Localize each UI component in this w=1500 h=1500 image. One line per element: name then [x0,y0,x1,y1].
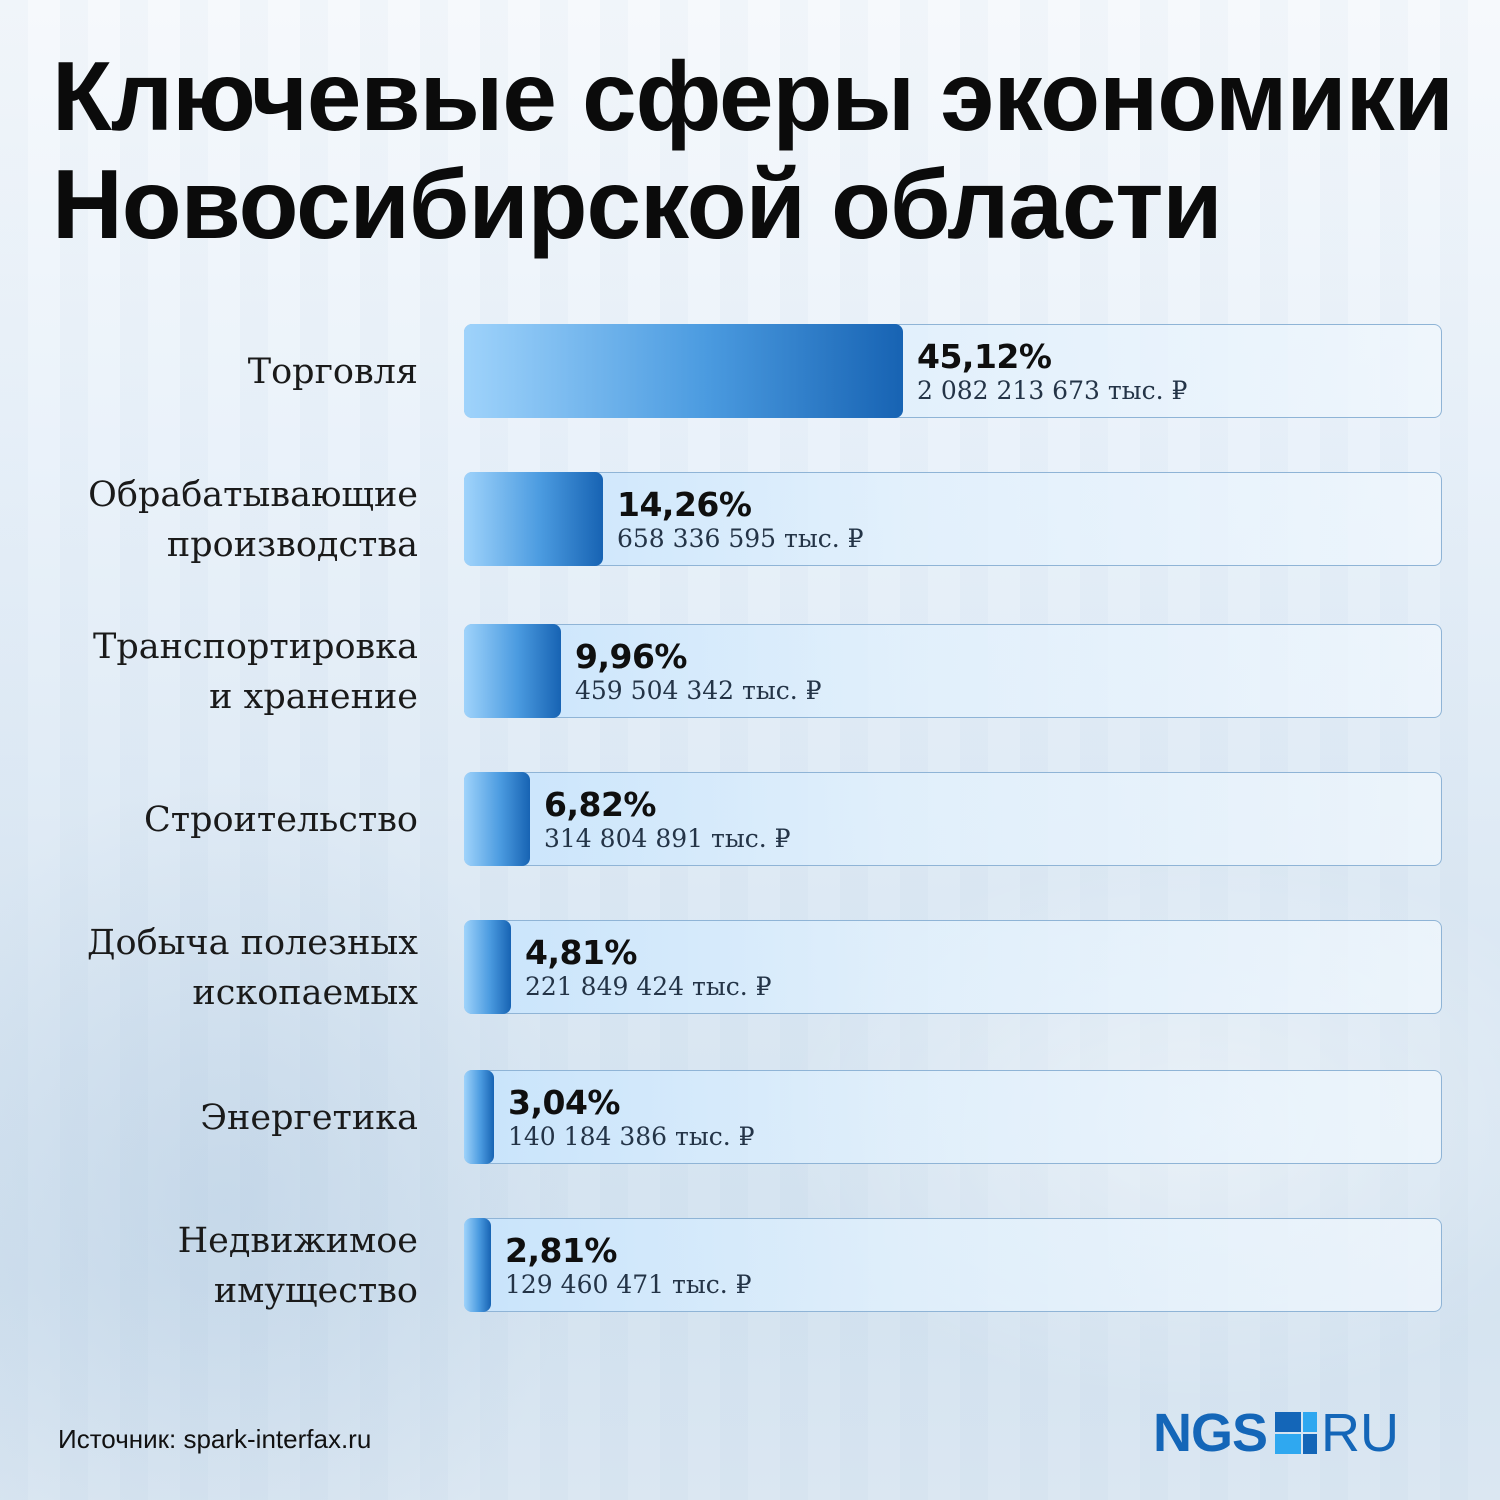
bar-track [464,624,1442,718]
bar-value-labels: 9,96% 459 504 342 тыс. ₽ [575,638,822,706]
logo-text-ngs: NGS [1153,1403,1268,1463]
category-label-line1: Недвижимое [177,1221,418,1261]
category-label: Добыча полезных ископаемых [87,920,418,1016]
bar-row: Добыча полезных ископаемых 4,81% 221 849 42… [0,920,1500,1016]
bar-value-labels: 4,81% 221 849 424 тыс. ₽ [525,934,772,1002]
category-label: Торговля [248,324,418,420]
amount-label: 140 184 386 тыс. ₽ [508,1122,755,1151]
percent-label: 3,04% [508,1083,620,1122]
source-note: Источник: spark-interfax.ru [58,1424,372,1454]
ngs-square-logo-icon [1275,1412,1318,1454]
logo-text-ru: RU [1321,1403,1400,1463]
category-label-line1: Строительство [143,800,418,840]
bar-row: Строительство 6,82% 314 804 891 тыс. ₽ [0,772,1500,868]
category-label: Обрабатывающие производства [88,472,418,568]
category-label-line1: Добыча полезных [87,923,418,963]
bar-value-labels: 6,82% 314 804 891 тыс. ₽ [544,786,791,854]
category-label-line1: Торговля [247,352,418,392]
ngs-logo: NGS RU [1153,1403,1400,1463]
category-label: Недвижимое имущество [178,1218,418,1314]
category-label-line1: Транспортировка [93,627,418,667]
bar-row: Торговля 45,12% 2 082 213 673 тыс. ₽ [0,324,1500,420]
bar-value-labels: 3,04% 140 184 386 тыс. ₽ [508,1084,755,1152]
percent-label: 2,81% [505,1231,617,1270]
amount-label: 314 804 891 тыс. ₽ [544,824,791,853]
bar-value-labels: 45,12% 2 082 213 673 тыс. ₽ [917,338,1187,406]
chart-title-line-2: Новосибирской области [52,149,1223,259]
bar [464,324,903,418]
amount-label: 459 504 342 тыс. ₽ [575,676,822,705]
percent-label: 4,81% [525,933,637,972]
amount-label: 2 082 213 673 тыс. ₽ [917,376,1188,405]
bar-track [464,1070,1442,1164]
bar-row: Обрабатывающие производства 14,26% 658 336 … [0,472,1500,568]
category-label: Транспортировка и хранение [93,624,418,720]
percent-label: 14,26% [617,485,752,524]
chart-title-line-1: Ключевые сферы экономики [52,41,1454,151]
bar-row: Недвижимое имущество 2,81% 129 460 471 тыс.… [0,1218,1500,1314]
amount-label: 221 849 424 тыс. ₽ [525,972,772,1001]
bar [464,472,603,566]
category-label-line2: ископаемых [192,973,418,1013]
bar-track [464,472,1442,566]
bar [464,624,561,718]
bar-row: Энергетика 3,04% 140 184 386 тыс. ₽ [0,1070,1500,1166]
bar [464,920,511,1014]
amount-label: 129 460 471 тыс. ₽ [505,1270,752,1299]
percent-label: 6,82% [544,785,656,824]
category-label-line2: и хранение [209,677,418,717]
category-label-line1: Обрабатывающие [88,475,418,515]
bar-track [464,1218,1442,1312]
percent-label: 9,96% [575,637,687,676]
category-label: Энергетика [200,1070,418,1166]
bar [464,772,530,866]
bar-track [464,920,1442,1014]
bar-value-labels: 2,81% 129 460 471 тыс. ₽ [505,1232,752,1300]
category-label-line1: Энергетика [200,1098,418,1138]
chart-title: Ключевые сферы экономики Новосибирской о… [52,42,1472,258]
bar-row: Транспортировка и хранение 9,96% 459 504 34… [0,624,1500,720]
amount-label: 658 336 595 тыс. ₽ [617,524,864,553]
bar-value-labels: 14,26% 658 336 595 тыс. ₽ [617,486,864,554]
percent-label: 45,12% [917,337,1052,376]
category-label-line2: имущество [213,1271,418,1311]
bar [464,1070,494,1164]
bar [464,1218,491,1312]
category-label: Строительство [144,772,418,868]
bar-track [464,772,1442,866]
category-label-line2: производства [166,525,418,565]
